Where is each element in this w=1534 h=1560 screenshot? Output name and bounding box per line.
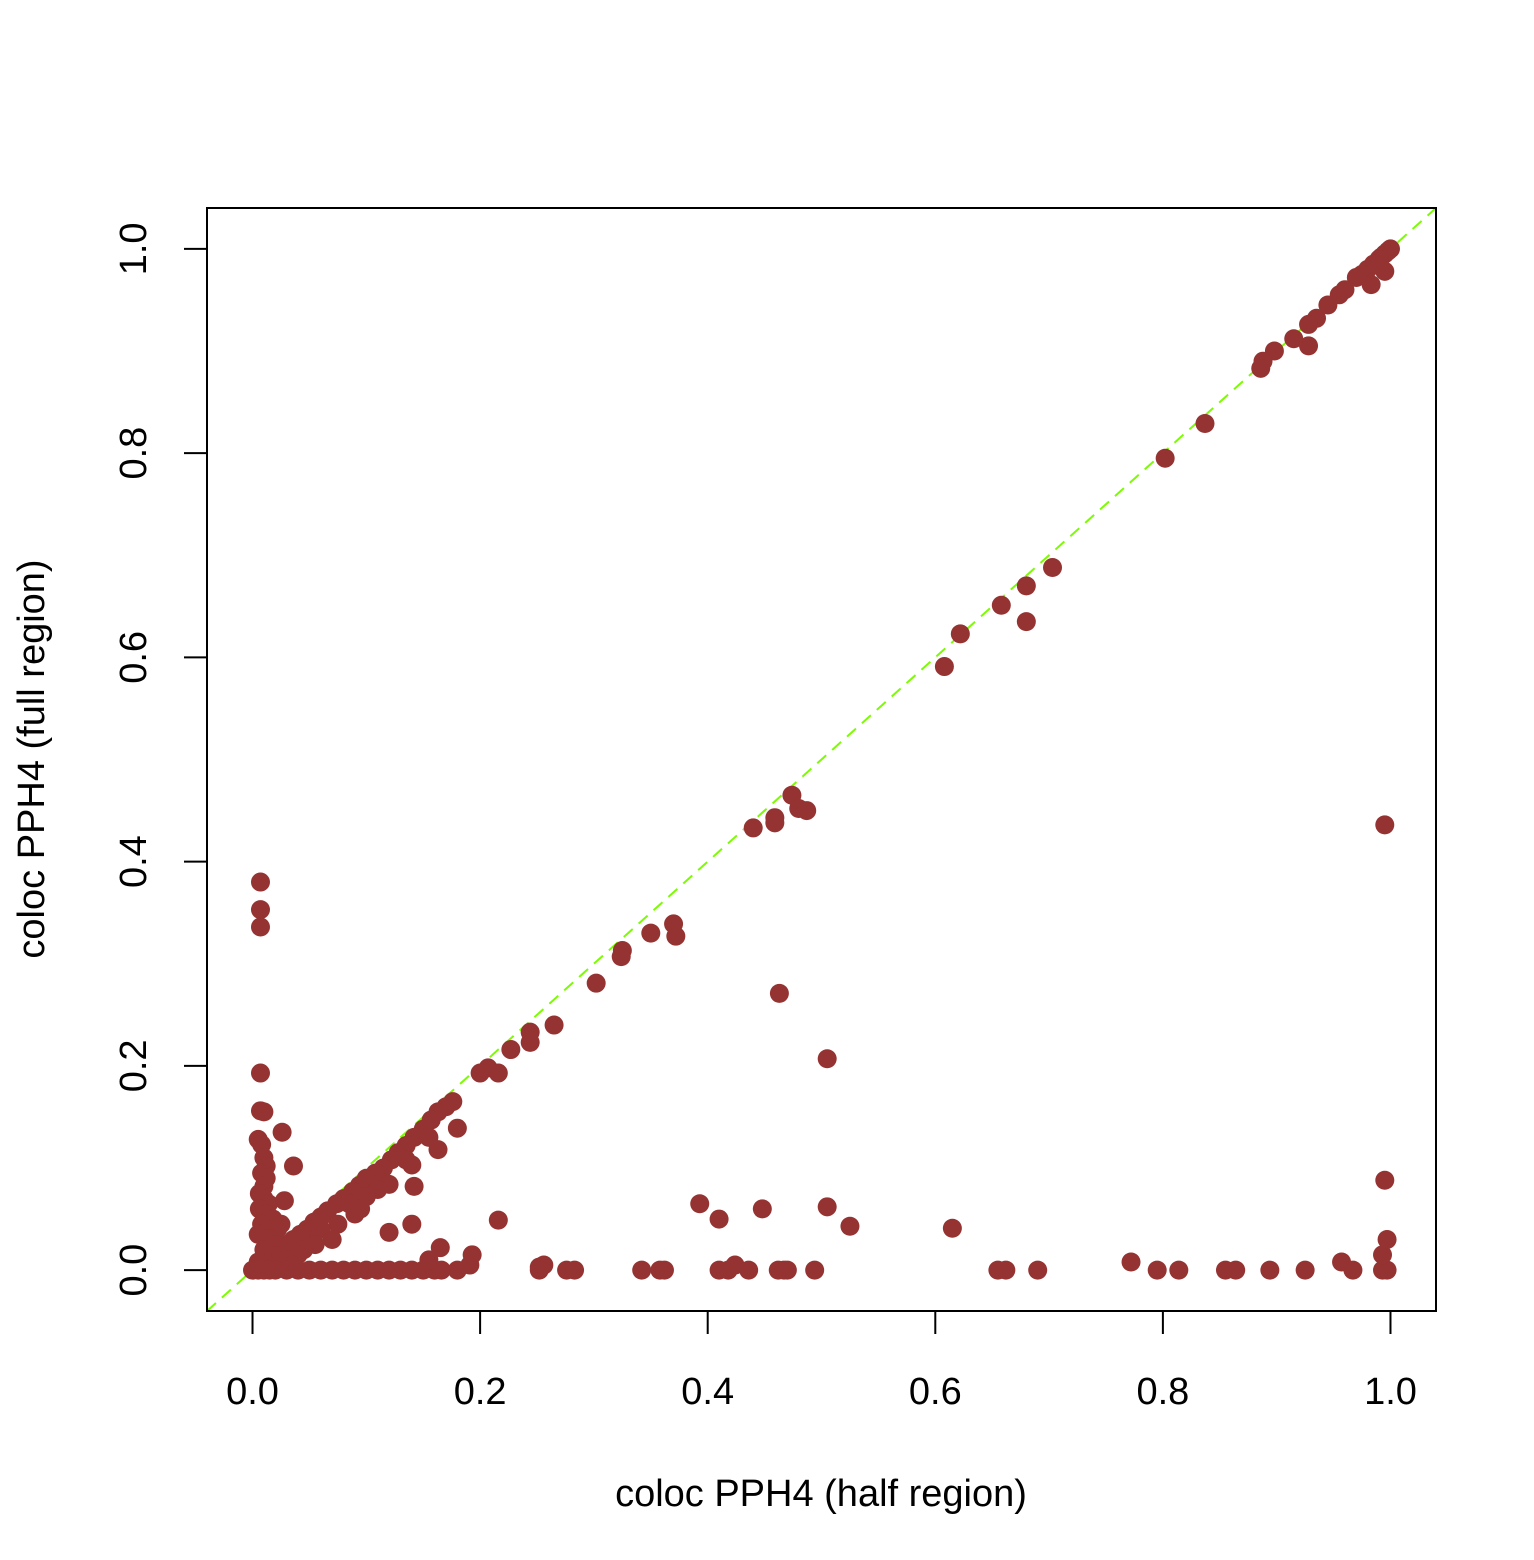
data-point bbox=[942, 1218, 962, 1238]
data-point bbox=[1147, 1260, 1167, 1280]
data-point bbox=[1299, 314, 1319, 334]
data-point bbox=[817, 1197, 837, 1217]
data-point bbox=[690, 1194, 710, 1214]
data-point bbox=[743, 818, 763, 838]
data-point bbox=[274, 1191, 294, 1211]
y-tick-label: 0.4 bbox=[113, 835, 155, 888]
data-point bbox=[817, 1049, 837, 1069]
data-point bbox=[1016, 576, 1036, 596]
x-tick-label: 0.2 bbox=[454, 1371, 507, 1413]
x-tick-label: 0.8 bbox=[1136, 1371, 1189, 1413]
y-tick-label: 0.0 bbox=[113, 1244, 155, 1297]
data-point bbox=[501, 1040, 521, 1060]
data-point bbox=[419, 1127, 439, 1147]
data-point bbox=[586, 973, 606, 993]
data-point bbox=[1226, 1260, 1246, 1280]
data-point bbox=[396, 1150, 416, 1170]
data-point bbox=[840, 1216, 860, 1236]
data-point bbox=[666, 926, 686, 946]
data-point bbox=[996, 1260, 1016, 1280]
data-point bbox=[1299, 336, 1319, 356]
data-point bbox=[520, 1032, 540, 1052]
y-tick-label: 1.0 bbox=[113, 222, 155, 275]
data-point bbox=[1043, 557, 1063, 577]
axes-layer: 0.0 0.2 0.4 0.6 0.8 1.0 0.0 0.2 0.4 0.6 0.8 1.0 bbox=[113, 222, 1417, 1413]
points-layer bbox=[243, 239, 1400, 1280]
reference-diagonal-line bbox=[206, 207, 1437, 1312]
data-point bbox=[709, 1209, 729, 1229]
data-point bbox=[1343, 1260, 1363, 1280]
data-point bbox=[797, 801, 817, 821]
data-point bbox=[1295, 1260, 1315, 1280]
data-point bbox=[769, 983, 789, 1003]
data-point bbox=[565, 1260, 585, 1280]
data-point bbox=[462, 1245, 482, 1265]
data-point bbox=[250, 900, 270, 920]
data-point bbox=[1377, 1260, 1397, 1280]
data-point bbox=[328, 1214, 348, 1234]
x-axis-title: coloc PPH4 (half region) bbox=[615, 1473, 1027, 1515]
y-tick-label: 0.8 bbox=[113, 427, 155, 480]
data-point bbox=[1346, 267, 1366, 287]
data-point bbox=[1318, 295, 1338, 315]
data-point bbox=[1195, 413, 1215, 433]
data-point bbox=[1375, 1170, 1395, 1190]
data-point bbox=[1375, 815, 1395, 835]
data-point bbox=[805, 1260, 825, 1280]
data-point bbox=[752, 1199, 772, 1219]
data-point bbox=[250, 872, 270, 892]
data-point bbox=[544, 1015, 564, 1035]
y-axis-title: coloc PPH4 (full region) bbox=[11, 559, 53, 958]
data-point bbox=[488, 1063, 508, 1083]
data-point bbox=[1169, 1260, 1189, 1280]
data-point bbox=[950, 624, 970, 644]
data-point bbox=[379, 1222, 399, 1242]
data-point bbox=[1251, 358, 1271, 378]
data-point bbox=[632, 1260, 652, 1280]
data-point bbox=[250, 1063, 270, 1083]
data-point bbox=[765, 813, 785, 833]
data-point bbox=[1260, 1260, 1280, 1280]
data-point bbox=[1377, 1230, 1397, 1250]
data-point bbox=[611, 947, 631, 967]
y-tick-label: 0.6 bbox=[113, 631, 155, 684]
x-tick-label: 0.0 bbox=[226, 1371, 279, 1413]
x-tick-label: 0.6 bbox=[909, 1371, 962, 1413]
data-point bbox=[488, 1210, 508, 1230]
data-point bbox=[311, 1219, 331, 1239]
data-point bbox=[1155, 448, 1175, 468]
data-point bbox=[641, 923, 661, 943]
data-point bbox=[430, 1238, 450, 1258]
data-point bbox=[339, 1194, 359, 1214]
data-point bbox=[402, 1214, 422, 1234]
data-point bbox=[283, 1156, 303, 1176]
x-tick-label: 1.0 bbox=[1364, 1371, 1417, 1413]
x-tick-label: 0.4 bbox=[681, 1371, 734, 1413]
data-point bbox=[991, 595, 1011, 615]
data-point bbox=[1284, 329, 1304, 349]
y-tick-label: 0.2 bbox=[113, 1039, 155, 1092]
reference-line-layer bbox=[206, 207, 1437, 1312]
data-point bbox=[404, 1176, 424, 1196]
data-point bbox=[654, 1260, 674, 1280]
data-point bbox=[250, 917, 270, 937]
data-point bbox=[1361, 275, 1381, 295]
data-point bbox=[934, 657, 954, 677]
data-point bbox=[419, 1250, 439, 1270]
data-point bbox=[272, 1122, 292, 1142]
data-point bbox=[1375, 261, 1395, 281]
data-point bbox=[1016, 612, 1036, 632]
data-point bbox=[1121, 1252, 1141, 1272]
data-point bbox=[470, 1063, 490, 1083]
data-point bbox=[739, 1260, 759, 1280]
data-point bbox=[254, 1102, 274, 1122]
data-point bbox=[447, 1118, 467, 1138]
data-point bbox=[1373, 1245, 1393, 1265]
data-point bbox=[534, 1255, 554, 1275]
data-point bbox=[1028, 1260, 1048, 1280]
data-point bbox=[777, 1260, 797, 1280]
